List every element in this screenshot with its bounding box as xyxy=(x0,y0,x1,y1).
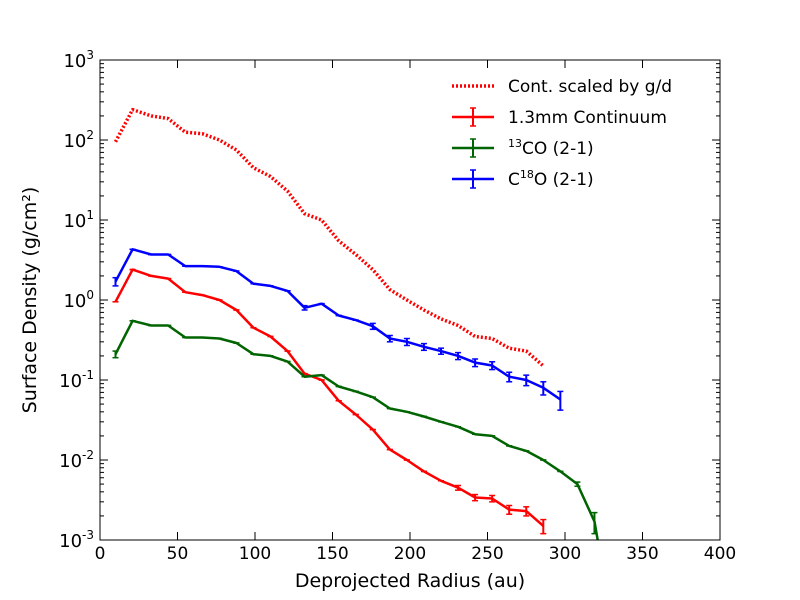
y-tick-exponent: -3 xyxy=(82,528,94,542)
legend-prefix: C xyxy=(508,170,520,190)
series-line xyxy=(113,107,545,368)
y-tick-base: 10 xyxy=(63,131,86,152)
y-axis-label: Surface Density (g/cm²) xyxy=(19,187,41,414)
y-tick-exponent: 1 xyxy=(86,208,94,222)
y-tick-exponent: -2 xyxy=(82,448,94,462)
series-2 xyxy=(112,319,599,540)
legend-item: 13CO (2-1) xyxy=(452,137,594,159)
y-tick-label: 10-2 xyxy=(59,448,94,472)
y-tick-label: 100 xyxy=(63,288,94,312)
x-tick-label: 50 xyxy=(167,544,189,564)
x-tick-label: 0 xyxy=(95,544,106,564)
series-layer xyxy=(112,107,599,540)
y-tick-base: 10 xyxy=(63,211,86,232)
y-tick-base: 10 xyxy=(59,531,82,552)
legend-label: 13CO (2-1) xyxy=(508,137,594,159)
legend-item: 1.3mm Continuum xyxy=(452,107,667,128)
series-1 xyxy=(112,268,547,535)
y-tick-base: 10 xyxy=(59,451,82,472)
y-tick-exponent: -1 xyxy=(82,368,94,382)
y-tick-exponent: 3 xyxy=(86,48,94,62)
tick-layer: 0 50 100 150 200 250 300 350 40010-310-210-11001… xyxy=(59,48,736,564)
y-tick-label: 10-1 xyxy=(59,368,94,392)
series-3 xyxy=(112,248,564,411)
y-tick-base: 10 xyxy=(63,291,86,312)
legend-superscript: 18 xyxy=(520,168,534,181)
legend-superscript: 13 xyxy=(508,137,522,150)
legend-item: C18O (2-1) xyxy=(452,168,594,190)
legend-label: Cont. scaled by g/d xyxy=(508,77,672,97)
y-tick-base: 10 xyxy=(59,371,82,392)
x-tick-label: 150 xyxy=(316,544,348,564)
x-tick-label: 400 xyxy=(704,544,736,564)
legend-suffix: Cont. scaled by g/d xyxy=(508,77,672,97)
legend-suffix: 1.3mm Continuum xyxy=(508,108,667,128)
y-tick-base: 10 xyxy=(63,51,86,72)
y-tick-exponent: 0 xyxy=(86,288,94,302)
x-tick-label: 250 xyxy=(471,544,503,564)
x-tick-label: 350 xyxy=(626,544,658,564)
legend-item: Cont. scaled by g/d xyxy=(452,77,672,97)
x-tick-label: 100 xyxy=(239,544,271,564)
x-tick-label: 200 xyxy=(394,544,426,564)
legend-label: 1.3mm Continuum xyxy=(508,108,667,128)
x-tick-label: 300 xyxy=(549,544,581,564)
series-0 xyxy=(113,107,545,368)
x-axis-label: Deprojected Radius (au) xyxy=(295,570,525,592)
legend-label: C18O (2-1) xyxy=(508,168,594,190)
y-tick-label: 101 xyxy=(63,208,94,232)
legend-suffix: O (2-1) xyxy=(534,170,594,190)
legend-suffix: CO (2-1) xyxy=(522,139,594,159)
y-tick-label: 103 xyxy=(63,48,94,72)
y-tick-label: 10-3 xyxy=(59,528,94,552)
y-tick-label: 102 xyxy=(63,128,94,152)
y-tick-exponent: 2 xyxy=(86,128,94,142)
